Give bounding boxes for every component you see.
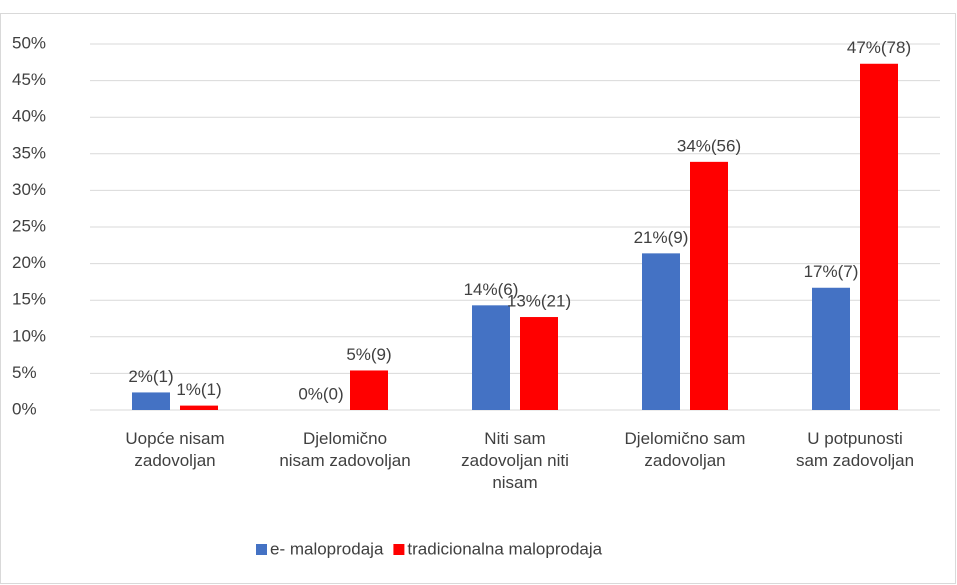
bar — [690, 161, 728, 410]
bar — [132, 392, 170, 410]
value-label: 13%(21) — [507, 292, 571, 311]
x-tick-label: Uopće nisam zadovoljan — [125, 429, 225, 470]
x-tick-label: Niti sam zadovoljan niti nisam — [461, 429, 569, 492]
bar — [860, 63, 898, 410]
bar — [180, 405, 218, 410]
y-tick-label: 0% — [12, 399, 37, 418]
y-tick-label: 20% — [12, 253, 46, 272]
y-tick-label: 10% — [12, 326, 46, 345]
value-label: 21%(9) — [634, 228, 689, 247]
y-tick-label: 45% — [12, 70, 46, 89]
bar — [520, 317, 558, 410]
x-tick-label: Djelomično nisam zadovoljan — [279, 429, 411, 470]
value-label: 1%(1) — [176, 380, 221, 399]
legend-label: e- maloprodaja — [270, 539, 384, 558]
y-tick-label: 50% — [12, 33, 46, 52]
bar — [812, 287, 850, 410]
value-label: 47%(78) — [847, 38, 911, 57]
value-label: 17%(7) — [804, 262, 859, 281]
value-label: 0%(0) — [298, 384, 343, 403]
x-tick-label: Djelomično sam zadovoljan — [624, 429, 746, 470]
bar — [642, 253, 680, 410]
x-tick-label: U potpunosti sam zadovoljan — [795, 429, 915, 470]
value-label: 34%(56) — [677, 136, 741, 155]
value-label: 5%(9) — [346, 345, 391, 364]
legend-swatch — [393, 544, 405, 555]
legend-label: tradicionalna maloprodaja — [407, 539, 602, 558]
y-tick-label: 30% — [12, 180, 46, 199]
value-label: 14%(6) — [464, 280, 519, 299]
chart-border — [0, 13, 956, 584]
y-tick-label: 5% — [12, 363, 37, 382]
y-tick-label: 15% — [12, 290, 46, 309]
legend-swatch — [256, 544, 267, 555]
bar — [472, 305, 510, 410]
y-tick-label: 40% — [12, 107, 46, 126]
y-tick-label: 35% — [12, 143, 46, 162]
value-label: 2%(1) — [128, 367, 173, 386]
bar — [350, 370, 388, 410]
y-tick-label: 25% — [12, 216, 46, 235]
